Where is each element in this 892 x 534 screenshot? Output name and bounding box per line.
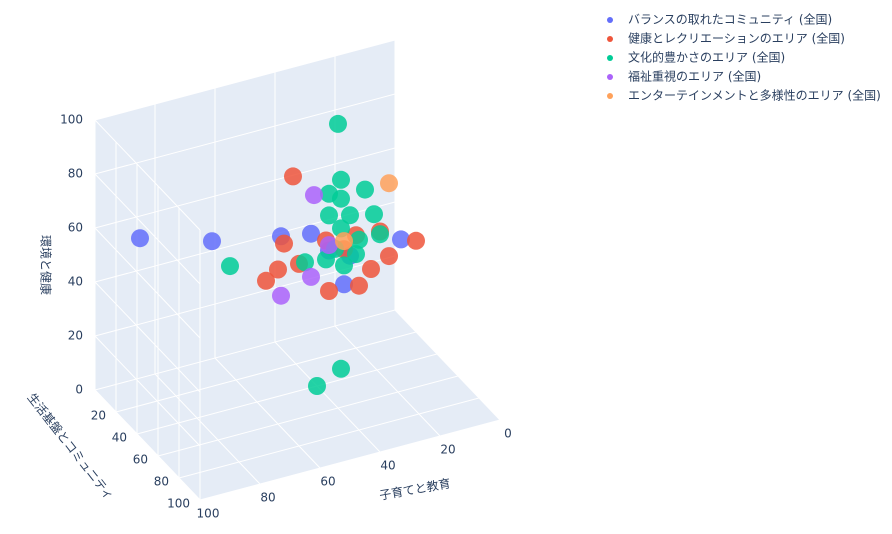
x-axis-title: 子育てと教育 bbox=[378, 475, 452, 502]
point bbox=[335, 275, 353, 294]
grid-line bbox=[94, 119, 201, 231]
grid-line bbox=[136, 353, 438, 435]
legend-marker bbox=[607, 55, 613, 61]
legend-marker bbox=[607, 74, 613, 80]
point bbox=[320, 236, 338, 255]
grid-line bbox=[115, 331, 417, 413]
tick-label: 60 bbox=[133, 453, 148, 467]
point bbox=[296, 253, 314, 272]
grid-line bbox=[94, 147, 396, 229]
grid-line bbox=[274, 341, 381, 453]
grid-line bbox=[94, 335, 201, 447]
legend-marker bbox=[607, 36, 613, 42]
legend-label: エンターテインメントと多様性のエリア (全国) bbox=[628, 88, 881, 103]
tick-label: 20 bbox=[68, 329, 83, 343]
point bbox=[305, 186, 323, 205]
grid-line bbox=[94, 173, 201, 285]
grid-line bbox=[94, 227, 201, 339]
grid-line bbox=[94, 281, 201, 393]
point bbox=[332, 189, 350, 208]
point bbox=[329, 114, 347, 133]
back-pane bbox=[95, 40, 395, 390]
tick-label: 0 bbox=[504, 427, 512, 441]
grid-line bbox=[157, 375, 459, 457]
grid-line bbox=[94, 93, 396, 175]
point bbox=[275, 234, 293, 253]
tick-label: 80 bbox=[260, 491, 275, 505]
point bbox=[392, 230, 410, 249]
point bbox=[221, 257, 239, 276]
grid-line bbox=[178, 397, 480, 479]
point bbox=[317, 250, 335, 269]
point bbox=[320, 282, 338, 300]
point bbox=[347, 245, 365, 264]
grid-line bbox=[94, 39, 396, 121]
tick-label: 0 bbox=[75, 383, 83, 397]
point bbox=[269, 260, 287, 279]
tick-label: 80 bbox=[154, 475, 169, 489]
legend-label: 文化的豊かさのエリア (全国) bbox=[628, 50, 785, 65]
tick-label: 40 bbox=[68, 275, 83, 289]
point bbox=[203, 232, 221, 251]
legend-marker bbox=[607, 17, 613, 23]
point bbox=[371, 225, 389, 244]
grid-line bbox=[334, 325, 441, 437]
point bbox=[350, 276, 368, 295]
point bbox=[320, 206, 338, 225]
point bbox=[407, 231, 425, 250]
point bbox=[257, 271, 275, 290]
point bbox=[332, 359, 350, 378]
point bbox=[335, 232, 353, 251]
grid-line bbox=[94, 309, 396, 391]
point bbox=[380, 174, 398, 193]
point bbox=[302, 267, 320, 286]
tick-label: 40 bbox=[112, 431, 127, 445]
point bbox=[332, 170, 350, 189]
grid-line bbox=[199, 419, 501, 501]
point bbox=[380, 247, 398, 266]
tick-label: 40 bbox=[380, 459, 395, 473]
tick-label: 100 bbox=[167, 497, 190, 511]
legend-label: バランスの取れたコミュニティ (全国) bbox=[628, 12, 832, 27]
point bbox=[365, 205, 383, 224]
tick-label: 20 bbox=[440, 443, 455, 457]
point bbox=[356, 180, 374, 199]
grid-line bbox=[154, 373, 261, 485]
point bbox=[362, 260, 380, 278]
grid-line bbox=[94, 389, 201, 501]
grid-line bbox=[394, 309, 501, 421]
legend-marker bbox=[607, 93, 613, 99]
tick-label: 20 bbox=[91, 409, 106, 423]
point bbox=[335, 256, 353, 275]
tick-label: 60 bbox=[68, 221, 83, 235]
tick-label: 80 bbox=[68, 167, 83, 181]
tick-label: 60 bbox=[320, 475, 335, 489]
legend-label: 福祉重視のエリア (全国) bbox=[628, 69, 761, 84]
point bbox=[302, 224, 320, 243]
legend-label: 健康とレクリエーションのエリア (全国) bbox=[628, 31, 845, 46]
point bbox=[308, 377, 326, 395]
point bbox=[131, 229, 149, 248]
z-axis-title: 環境と健康 bbox=[39, 235, 54, 295]
point bbox=[272, 286, 290, 305]
point bbox=[350, 230, 368, 249]
point bbox=[284, 167, 302, 186]
point bbox=[341, 206, 359, 225]
y-axis-title: 生活基盤とコミュニティ bbox=[24, 391, 116, 503]
tick-label: 100 bbox=[197, 507, 220, 521]
tick-label: 100 bbox=[60, 113, 83, 127]
grid-line bbox=[214, 357, 321, 469]
